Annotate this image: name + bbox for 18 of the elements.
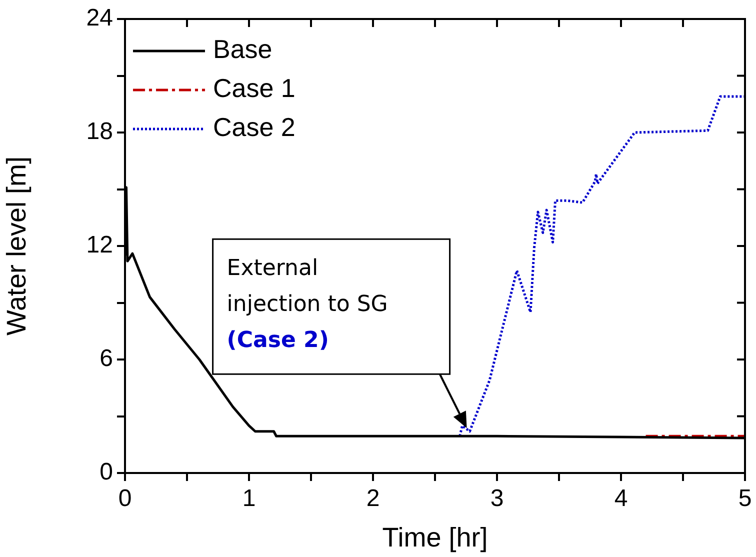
y-tick-label: 6 (100, 345, 113, 372)
legend-label: Base (213, 34, 272, 64)
x-tick-label: 2 (366, 485, 380, 512)
legend-label: Case 1 (213, 73, 296, 104)
x-tick-label: 0 (118, 485, 132, 512)
x-axis-title: Time [hr] (382, 522, 488, 552)
legend-label: Case 2 (213, 112, 296, 142)
y-tick-label: 18 (86, 118, 113, 146)
x-tick-label: 1 (242, 485, 256, 512)
x-tick-label: 5 (738, 485, 752, 512)
y-tick-label: 24 (86, 4, 113, 32)
y-tick-label: 0 (100, 458, 113, 486)
y-tick-label: 12 (86, 232, 113, 259)
x-tick-label: 3 (490, 485, 504, 512)
annotation: (Case 2) (226, 328, 329, 353)
x-tick-label: 4 (614, 485, 628, 512)
annotation: External injection to SG (226, 256, 388, 317)
y-axis-title: Water level [m] (2, 156, 32, 336)
